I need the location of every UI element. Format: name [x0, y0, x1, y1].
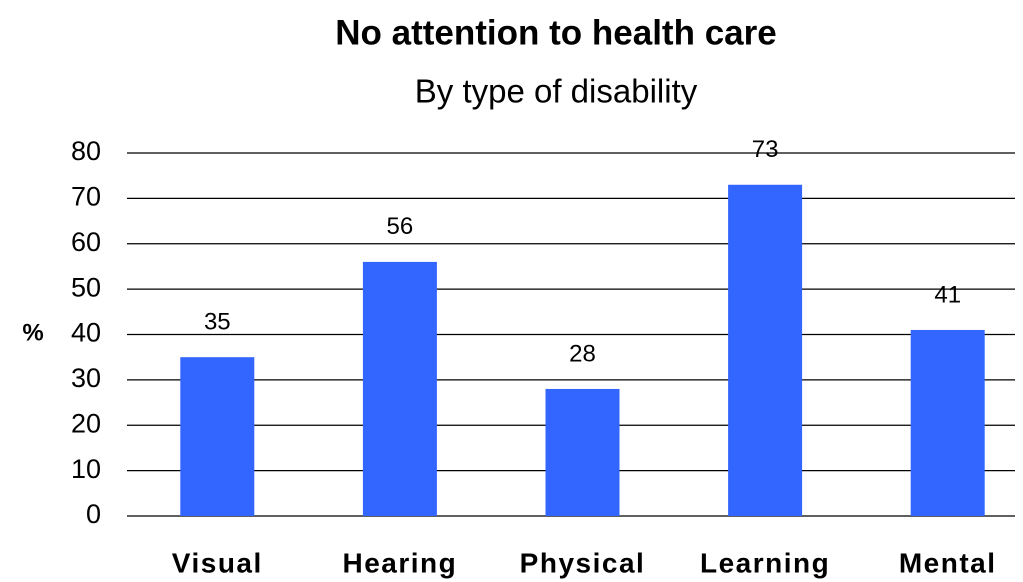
y-tick-label: 80 [71, 136, 101, 166]
chart-subtitle: By type of disability [415, 73, 698, 110]
data-label: 56 [387, 213, 414, 240]
bar [180, 357, 255, 516]
x-tick-label: Mental [899, 547, 997, 578]
y-tick-label: 10 [71, 454, 101, 484]
y-tick-label: 0 [86, 499, 101, 529]
x-tick-label: Visual [172, 547, 263, 578]
y-tick-label: 20 [71, 408, 101, 438]
y-axis-label: % [22, 319, 43, 346]
bar [910, 329, 985, 516]
bar [545, 388, 620, 516]
y-tick-label: 30 [71, 363, 101, 393]
x-tick-label: Hearing [343, 547, 458, 578]
y-tick-label: 50 [71, 272, 101, 302]
data-label: 35 [204, 309, 231, 336]
bar [362, 261, 437, 516]
y-tick-label: 60 [71, 227, 101, 257]
y-tick-label: 40 [71, 318, 101, 348]
x-tick-label: Learning [700, 547, 830, 578]
chart-title: No attention to health care [335, 13, 776, 52]
data-label: 73 [752, 136, 779, 163]
y-tick-label: 70 [71, 182, 101, 212]
data-label: 28 [569, 340, 596, 367]
data-label: 41 [934, 281, 961, 308]
bar [728, 184, 803, 516]
x-tick-label: Physical [520, 547, 646, 578]
